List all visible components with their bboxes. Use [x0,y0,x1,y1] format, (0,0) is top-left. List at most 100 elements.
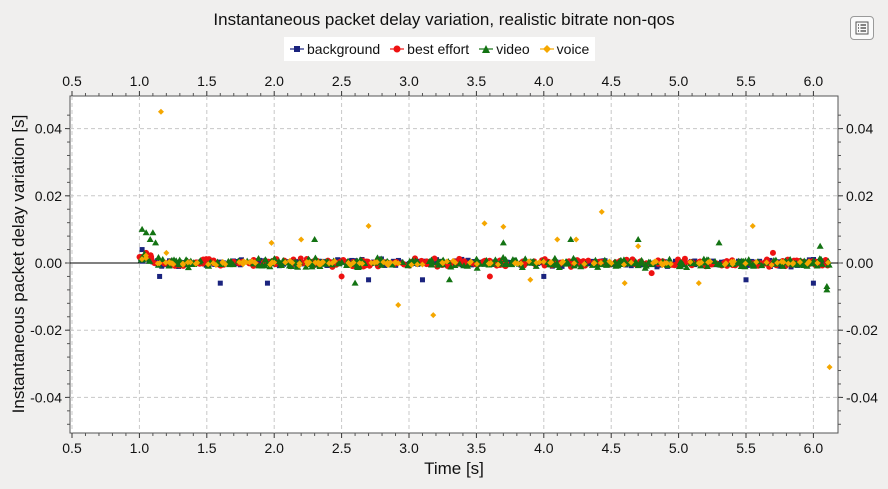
point-best-effort [486,273,493,280]
point-voice [473,260,480,267]
point-video [277,261,285,268]
point-video [270,255,278,262]
point-video [351,279,359,286]
point-voice [495,261,502,268]
point-voice [374,259,381,266]
point-voice [768,262,775,269]
point-video [823,286,831,293]
point-video [228,260,236,267]
legend-label-background: background [307,41,381,57]
point-video [683,264,691,271]
point-voice [785,260,792,267]
y-tick-label-left: 0.00 [35,255,62,271]
point-voice [620,261,627,268]
point-video [675,263,683,270]
point-video [338,258,346,265]
point-voice [248,258,255,265]
point-video [817,256,825,263]
x-tick-label-top: 4.0 [534,73,554,89]
point-voice [157,108,164,115]
point-voice [571,260,578,267]
point-voice [705,259,712,266]
point-voice [658,260,665,267]
point-video [713,261,721,268]
point-video [152,239,160,246]
point-video [377,261,385,268]
point-video [786,256,794,263]
point-voice [329,260,336,267]
point-video [502,256,510,263]
legend-item-background[interactable]: background [290,41,380,57]
point-video [311,254,319,261]
legend-item-video[interactable]: video [479,41,530,57]
point-background [743,277,749,283]
point-background [810,280,816,286]
y-tick-label-right: -0.04 [846,389,878,405]
point-video [491,256,499,263]
point-video [404,262,412,269]
point-voice [163,249,170,256]
point-voice [184,259,191,266]
point-best-effort [585,257,592,264]
x-tick-label-bottom: 4.5 [601,440,621,456]
point-background [157,273,163,279]
point-voice [517,260,524,267]
point-video [353,263,361,270]
point-voice [138,256,145,263]
x-tick-label-bottom: 3.0 [399,440,419,456]
point-video [551,254,559,261]
x-tick-label-top: 4.5 [601,73,621,89]
point-video [631,260,639,267]
point-voice [487,260,494,267]
legend-item-best-effort[interactable]: best effort [390,41,469,57]
x-tick-label-bottom: 5.0 [669,440,689,456]
point-video [255,254,263,261]
y-axis-label: Instantaneous packet delay variation [s] [9,115,28,414]
legend-label-best-effort: best effort [407,41,470,57]
point-voice [651,258,658,265]
point-voice [395,302,402,308]
point-background [767,257,773,263]
point-video [715,239,723,246]
y-tick-label-right: 0.02 [846,188,873,204]
point-video [146,235,154,242]
point-video [227,257,235,264]
point-voice [621,280,628,287]
point-video [745,256,753,263]
point-video [818,260,826,267]
point-video [666,255,674,262]
y-tick-label-right: 0.00 [846,255,873,271]
point-voice [298,236,305,243]
x-tick-label-top: 1.0 [130,73,150,89]
point-voice [179,260,186,267]
y-tick-label-left: 0.04 [35,121,62,137]
point-voice [581,261,588,268]
legend-marker-triangle-icon [479,45,494,53]
point-background [159,263,165,269]
point-video [758,262,766,269]
point-background [264,280,270,286]
x-tick-label-bottom: 1.0 [130,440,150,456]
point-voice [763,259,770,266]
point-voice [554,236,561,243]
point-video [154,253,162,260]
chart-options-button[interactable] [850,16,874,40]
point-video [697,262,705,269]
list-menu-icon [855,21,869,35]
point-background [139,247,145,253]
x-tick-label-bottom: 2.0 [264,440,284,456]
point-voice [500,223,507,230]
legend-item-voice[interactable]: voice [539,41,589,57]
point-best-effort [338,273,345,280]
point-video [184,264,192,271]
point-best-effort [456,255,463,262]
point-voice [466,259,473,266]
x-tick-label-top: 0.5 [62,73,82,89]
point-video [138,225,146,232]
point-video [594,263,602,270]
point-video [473,264,481,271]
x-tick-label-top: 1.5 [197,73,217,89]
point-video [816,242,824,249]
point-voice [729,261,736,268]
point-voice [296,262,303,269]
